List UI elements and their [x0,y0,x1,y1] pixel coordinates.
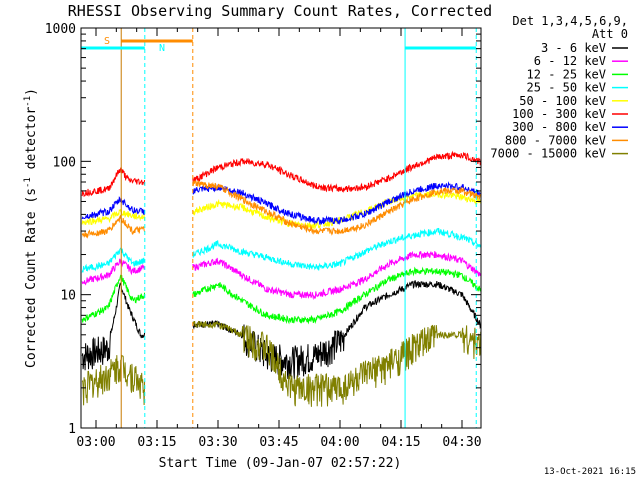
saa-marker-label: S [104,36,110,47]
series-line-4-seg-1 [81,247,145,273]
legend-header-line-1: Det 1,3,4,5,6,9, [512,14,628,28]
x-axis: 03:00 03:15 03:30 03:45 04:00 04:15 04:30 [76,28,482,450]
legend-label-2: 6 - 12 keV [534,54,606,68]
legend-label-3: 12 - 25 keV [527,67,606,81]
y-tick-label-3: 1000 [45,22,76,37]
series-line-9-seg-2 [192,320,481,407]
y-axis-label: Corrected Count Rate (s-1 detector-1) [23,88,39,368]
series-line-6-seg-2 [192,150,481,193]
chart-title: RHESSI Observing Summary Count Rates, Co… [68,2,492,20]
series-line-8-seg-1 [81,214,146,239]
x-tick-label-4: 04:00 [320,435,359,450]
series-line-3-seg-1 [81,274,146,323]
x-tick-label-0: 03:00 [76,435,115,450]
x-tick-label-1: 03:15 [137,435,176,450]
legend-label-6: 100 - 300 keV [512,107,606,121]
x-tick-label-2: 03:30 [198,435,237,450]
series-line-6-seg-1 [81,167,146,198]
y-tick-label-0: 1 [68,422,76,437]
legend-label-7: 300 - 800 keV [512,120,606,134]
series-line-9-seg-1 [81,354,146,406]
series-line-7-seg-1 [81,196,146,220]
x-tick-label-5: 04:15 [381,435,420,450]
legend-label-9: 7000 - 15000 keV [490,147,606,161]
series-line-1-seg-2 [192,280,481,380]
series-line-3-seg-2 [192,266,481,325]
legend-label-1: 3 - 6 keV [541,41,606,55]
footer-timestamp: 13-Oct-2021 16:15 [544,467,636,477]
series-line-5-seg-1 [81,208,146,226]
legend-label-4: 25 - 50 keV [527,81,606,95]
y-tick-label-2: 100 [53,155,76,170]
x-tick-label-6: 04:30 [442,435,481,450]
series-line-1-seg-1 [81,282,146,371]
series-line-7-seg-2 [192,181,481,226]
x-tick-label-3: 03:45 [259,435,298,450]
x-axis-label: Start Time (09-Jan-07 02:57:22) [159,456,402,471]
legend-header-line-2: Att 0 [592,27,628,41]
series-line-4-seg-2 [192,227,481,271]
y-axis: 1 10 100 1000 [45,22,481,437]
series-line-8-seg-2 [192,180,481,236]
night-marker-label: N [159,43,165,54]
series-group [81,28,481,428]
plot-frame [80,27,482,429]
series-line-2-seg-1 [81,258,146,286]
legend-label-5: 50 - 100 keV [519,94,606,108]
series-line-2-seg-2 [192,250,481,301]
plot-area: SN [81,28,481,428]
y-tick-label-1: 10 [60,289,76,304]
legend-label-8: 800 - 7000 keV [505,133,606,147]
